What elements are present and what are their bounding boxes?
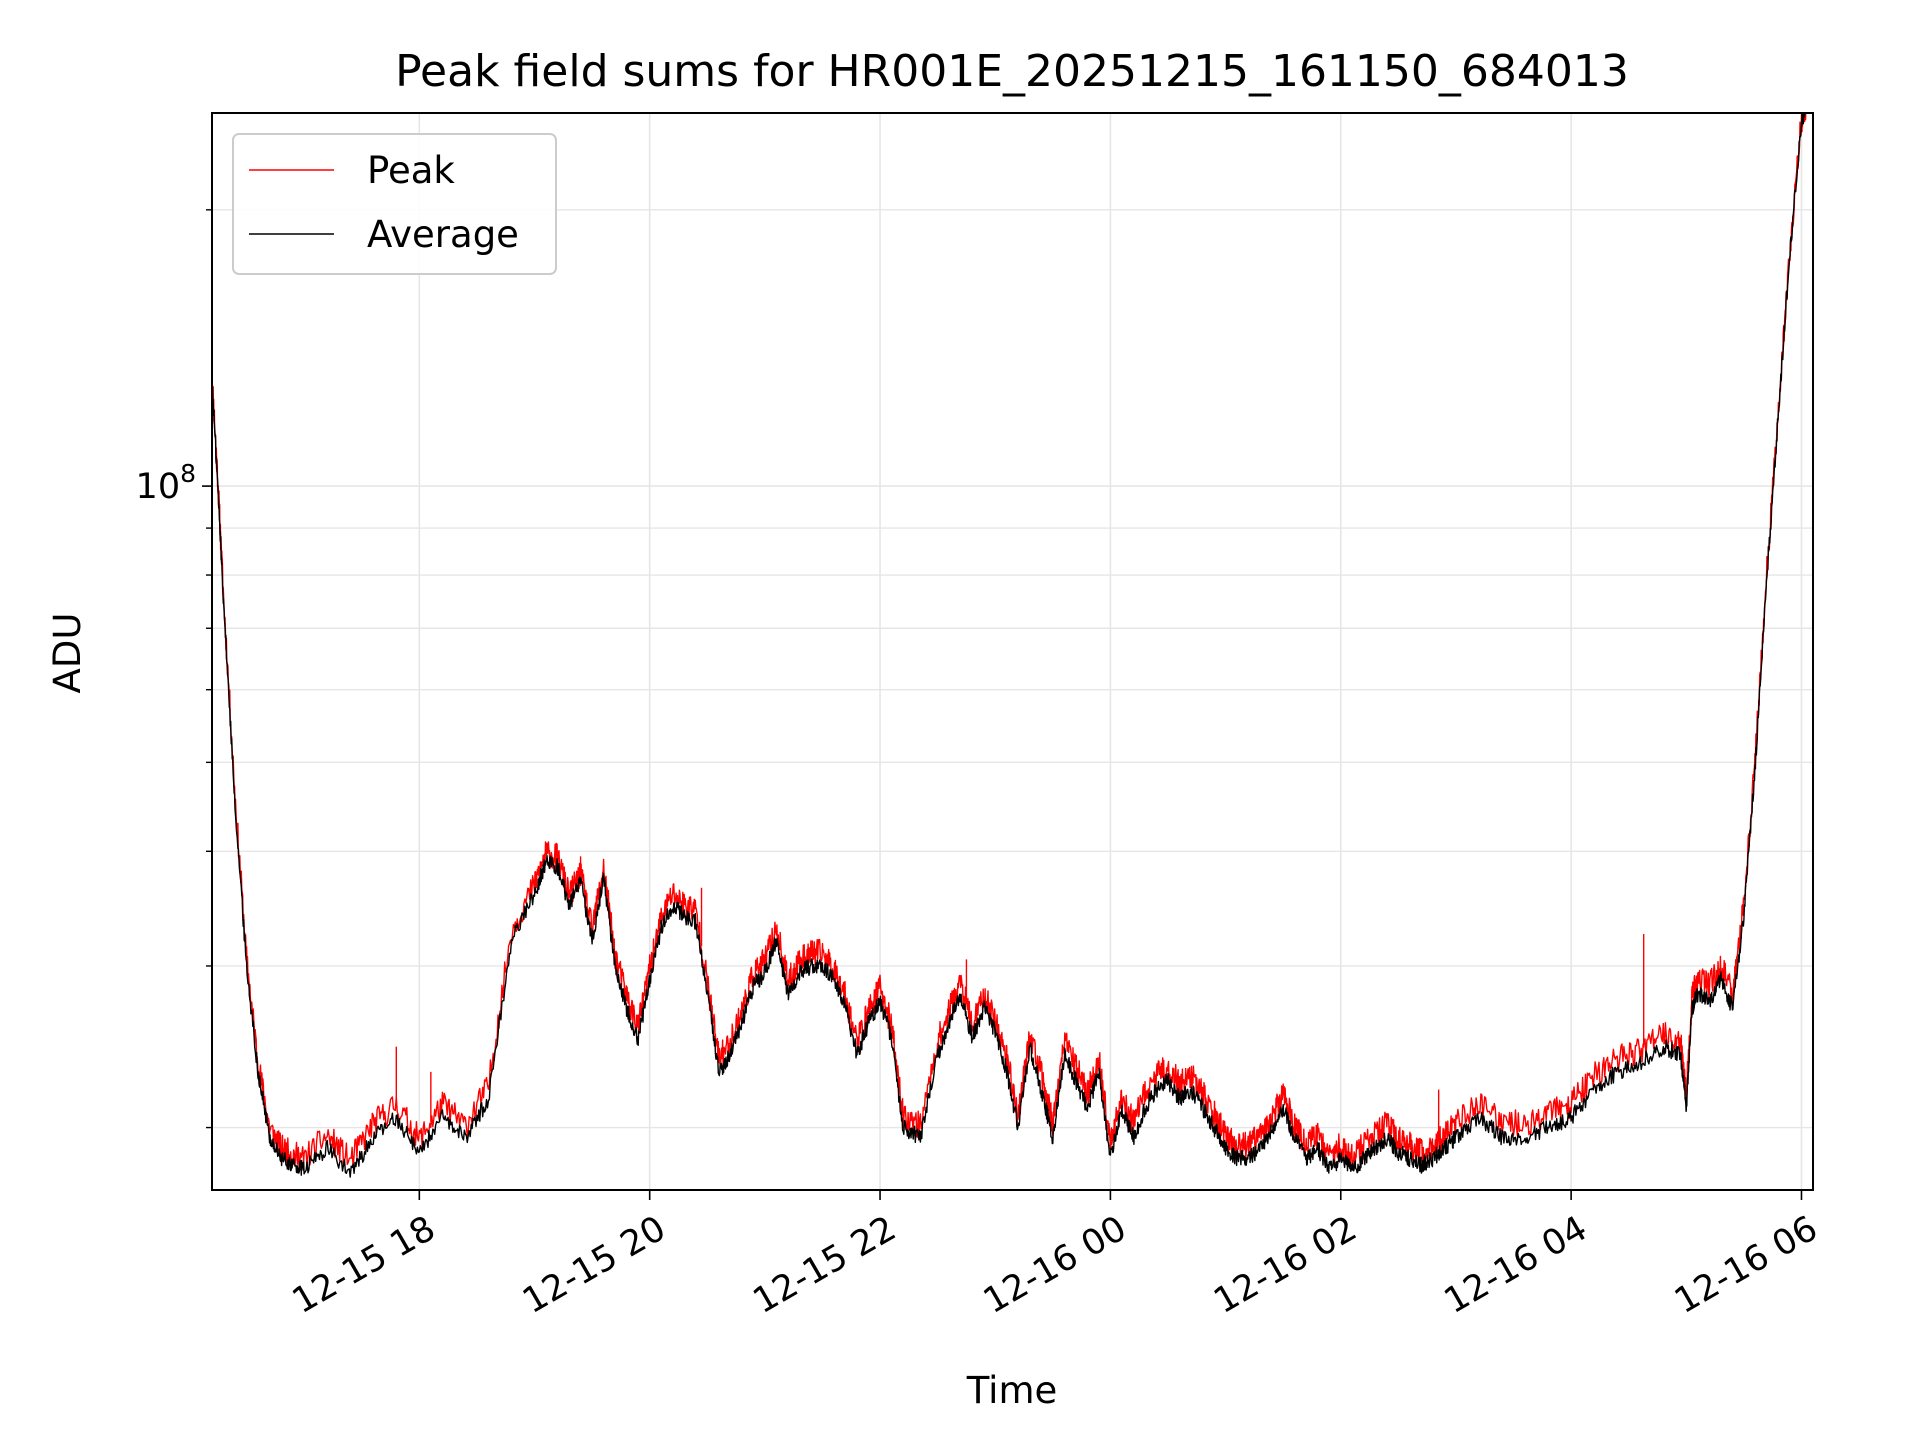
x-axis-label: Time [966,1369,1058,1412]
legend: Peak Average [232,133,557,275]
plot-area [212,113,1808,1178]
chart-title: Peak field sums for HR001E_20251215_1611… [395,46,1629,97]
legend-box [232,133,557,275]
legend-peak-label: Peak [367,149,455,192]
legend-average-label: Average [367,213,519,256]
series-group [212,113,1808,1178]
plot-frame [211,112,1814,1191]
y-tick-label: 108 [136,459,196,507]
y-axis-label: ADU [46,613,89,694]
grid [212,113,1813,1190]
y-axis: 108 [136,209,212,1129]
series-line-average [212,113,1808,1178]
